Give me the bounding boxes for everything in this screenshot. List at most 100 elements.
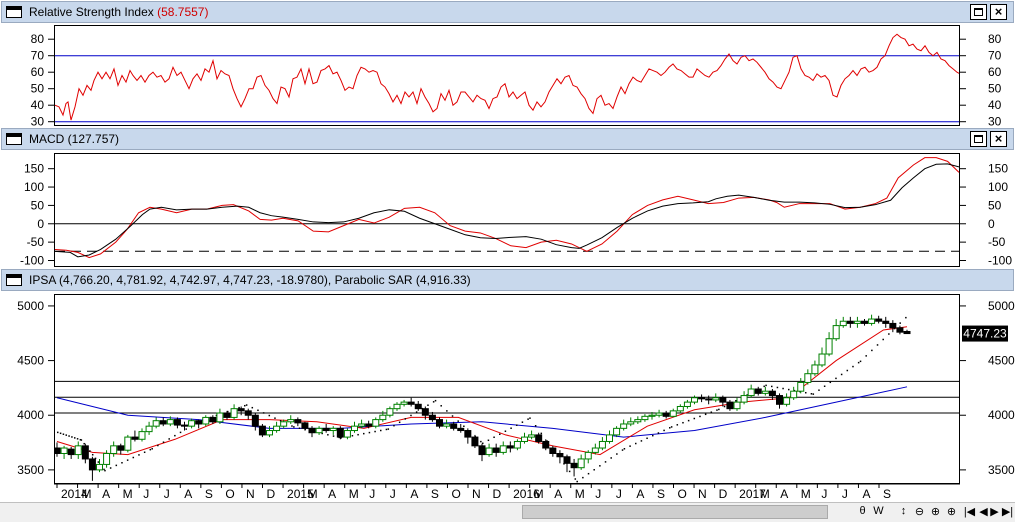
parabolic-sar-dot: [109, 467, 112, 469]
parabolic-sar-dot: [805, 391, 807, 394]
candle-body: [358, 423, 366, 427]
candle-body: [421, 408, 429, 416]
time-tick-label: 2016: [513, 487, 540, 501]
sync-icon[interactable]: θ: [859, 505, 866, 517]
y-tick-label: 5000: [988, 299, 1015, 313]
parabolic-sar-dot: [238, 406, 240, 409]
parabolic-sar-dot: [669, 427, 671, 429]
rsi-plot[interactable]: [54, 25, 961, 126]
candle-body: [166, 419, 174, 425]
candle-body: [747, 388, 755, 397]
parabolic-sar-dot: [593, 469, 595, 471]
candle-body: [457, 427, 465, 432]
candle-body: [202, 416, 210, 425]
time-tick-label: D: [267, 487, 276, 501]
candle-body: [669, 410, 677, 417]
scroll-thumb[interactable]: [522, 505, 828, 519]
close-button[interactable]: ×: [990, 4, 1007, 20]
time-tick-label: A: [554, 487, 562, 501]
candle-body: [768, 390, 776, 397]
maximize-button[interactable]: [970, 4, 987, 20]
parabolic-sar-dot: [89, 450, 91, 452]
parabolic-sar-dot: [857, 361, 860, 364]
time-tick-label: D: [719, 487, 728, 501]
scroll-last-icon[interactable]: ▶|: [1001, 506, 1014, 518]
parabolic-sar-dot: [499, 433, 501, 436]
candle-body: [903, 330, 911, 335]
close-button[interactable]: ×: [990, 131, 1007, 147]
scroll-arrows-icon[interactable]: ↕: [900, 505, 907, 517]
parabolic-sar-dot: [810, 393, 813, 395]
price-title: IPSA (4,766.20, 4,781.92, 4,742.97, 4,74…: [29, 273, 471, 287]
candle-body: [634, 419, 642, 423]
y-tick-label: 50: [31, 198, 45, 212]
candle-body: [110, 445, 118, 454]
parabolic-sar-dot: [746, 394, 748, 396]
parabolic-sar-dot: [765, 384, 767, 387]
parabolic-sar-dot: [865, 355, 867, 357]
time-tick-label: N: [246, 487, 255, 501]
candle-body: [712, 397, 720, 401]
parabolic-sar-dot: [852, 365, 854, 368]
parabolic-sar-dot: [604, 461, 607, 463]
candle-body: [542, 440, 550, 449]
parabolic-sar-dot: [687, 419, 690, 422]
y-tick-label: 150: [24, 162, 44, 176]
candle-body: [223, 412, 231, 418]
zoom-in-icon[interactable]: ⊕: [930, 506, 941, 518]
parabolic-sar-dot: [646, 437, 648, 440]
candle-body: [60, 447, 68, 454]
parabolic-sar-dot: [440, 405, 442, 407]
candle-body: [797, 381, 805, 392]
parabolic-sar-dot: [245, 404, 248, 406]
candle-body: [336, 427, 344, 438]
macd-titlebar[interactable]: MACD (127.757) ×: [1, 128, 1014, 150]
y-tick-label: 40: [988, 98, 1002, 112]
scroll-next-icon[interactable]: ▶: [990, 506, 999, 518]
parabolic-sar-dot: [179, 431, 182, 434]
price-y-axis-right: 5000 4500 4000 3500 4747.23: [960, 299, 1015, 477]
time-tick-label: M: [575, 487, 585, 501]
scroll-prev-icon[interactable]: ◀: [979, 506, 988, 518]
candle-body: [513, 440, 521, 449]
maximize-button[interactable]: [970, 131, 987, 147]
y-tick-label: 150: [988, 162, 1008, 176]
last-price-badge: [962, 325, 1008, 342]
parabolic-sar-dot: [363, 432, 365, 435]
parabolic-sar-dot: [763, 385, 765, 388]
macd-plot[interactable]: [54, 153, 960, 267]
slow-moving-average: [56, 386, 908, 438]
scroll-first-icon[interactable]: |◀: [963, 506, 976, 518]
price-titlebar[interactable]: IPSA (4,766.20, 4,781.92, 4,742.97, 4,74…: [1, 269, 1014, 291]
rsi-titlebar[interactable]: Relative Strength Index (58.7557) ×: [1, 1, 1014, 23]
price-plot[interactable]: [53, 294, 960, 484]
parabolic-sar-dot: [321, 432, 323, 435]
parabolic-sar-dot: [693, 417, 696, 420]
window-icon: [6, 274, 22, 286]
candle-body: [584, 451, 592, 460]
y-tick-label: 4000: [17, 408, 44, 422]
parabolic-sar-dot: [80, 439, 83, 441]
parabolic-sar-dot: [83, 442, 85, 445]
zoom-out-icon[interactable]: ⊖: [914, 506, 925, 518]
y-tick-label: 5000: [17, 299, 44, 313]
zoom-reset-icon[interactable]: ⊕: [946, 506, 957, 518]
parabolic-sar-dot: [327, 434, 329, 436]
time-tick-label: D: [493, 487, 502, 501]
week-button[interactable]: W: [873, 505, 884, 517]
parabolic-sar-dot: [776, 386, 779, 389]
candle-body: [53, 447, 61, 454]
time-tick-label: J: [390, 487, 396, 501]
price-panel: IPSA (4,766.20, 4,781.92, 4,742.97, 4,74…: [0, 268, 1015, 502]
parabolic-sar-dot: [357, 433, 359, 436]
bottom-scrollbar[interactable]: θ W ↕ ⊖ ⊕ ⊕ |◀ ◀ ▶ ▶|: [0, 502, 1015, 522]
window-icon: [6, 6, 22, 18]
y-tick-label: 80: [31, 32, 45, 46]
candle-body: [726, 401, 734, 410]
candle-body: [322, 427, 330, 432]
parabolic-sar-dot: [351, 434, 354, 437]
parabolic-sar-dot: [482, 442, 484, 445]
candle-body: [315, 427, 323, 434]
candle-body: [443, 423, 451, 427]
parabolic-sar-dot: [516, 424, 518, 426]
